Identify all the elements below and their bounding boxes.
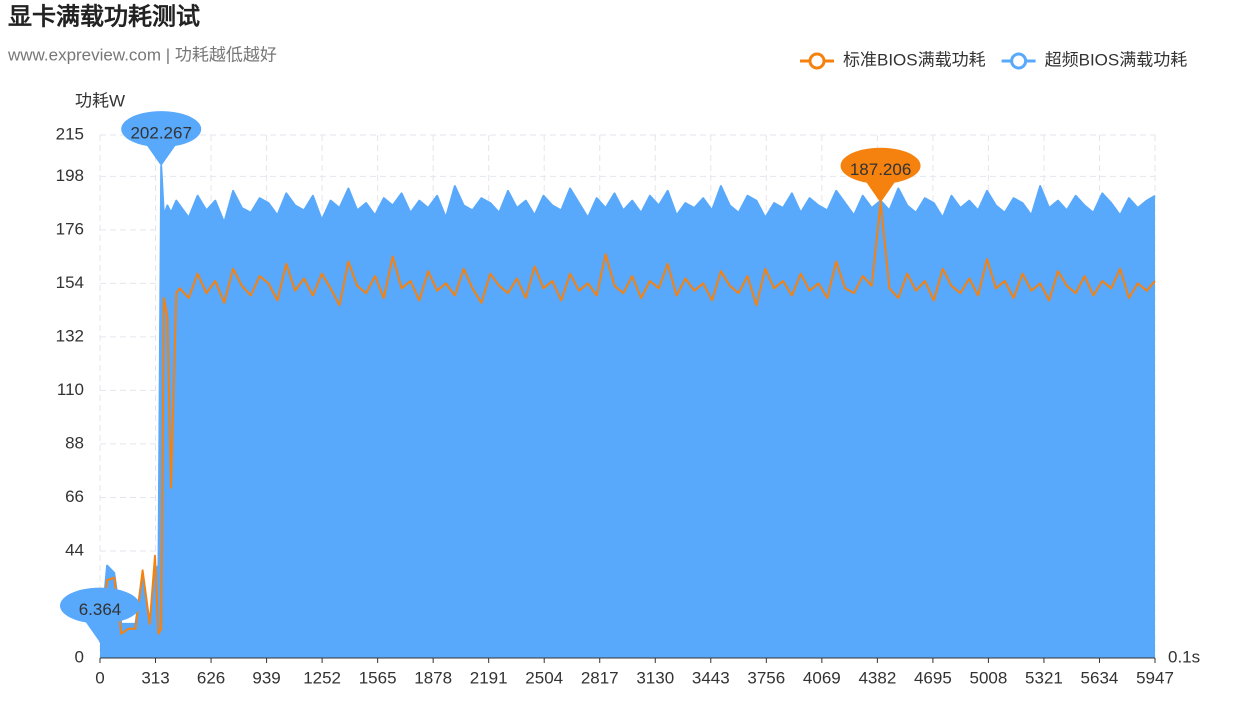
axes: 0224466881101321541761982150313626939125… — [56, 124, 1174, 687]
x-tick-label: 3443 — [692, 668, 730, 687]
y-tick-label: 88 — [65, 433, 84, 452]
marker-label: 187.206 — [850, 160, 911, 179]
y-tick-label: 132 — [56, 326, 84, 345]
x-tick-label: 2504 — [525, 668, 563, 687]
x-tick-label: 1878 — [414, 668, 452, 687]
x-tick-label: 4382 — [858, 668, 896, 687]
x-tick-label: 626 — [197, 668, 225, 687]
y-tick-label: 176 — [56, 219, 84, 238]
y-tick-label: 0 — [75, 647, 84, 666]
x-tick-label: 2191 — [470, 668, 508, 687]
marker-pin — [60, 587, 140, 643]
x-tick-label: 5947 — [1136, 668, 1174, 687]
x-axis-unit: 0.1s — [1168, 647, 1200, 666]
y-tick-label: 66 — [65, 487, 84, 506]
line — [99, 165, 1156, 643]
marker-pin — [121, 111, 202, 166]
x-tick-label: 4069 — [803, 668, 841, 687]
y-tick-label: 198 — [56, 166, 84, 185]
x-tick-label: 2817 — [581, 668, 619, 687]
chart-subtitle: www.expreview.com | 功耗越低越好 — [7, 45, 277, 64]
marker-label: 6.364 — [79, 600, 122, 619]
x-tick-label: 5008 — [970, 668, 1008, 687]
x-tick-label: 0 — [95, 668, 104, 687]
y-axis-label: 功耗W — [75, 91, 125, 110]
legend-label: 标准BIOS满载功耗 — [843, 50, 986, 69]
x-tick-label: 5634 — [1081, 668, 1119, 687]
markers: 187.206 202.267 6.364 — [60, 111, 921, 643]
y-tick-label: 44 — [65, 540, 84, 559]
x-tick-label: 4695 — [914, 668, 952, 687]
area — [100, 166, 1155, 658]
x-tick-label: 3130 — [636, 668, 674, 687]
y-tick-label: 215 — [56, 124, 84, 143]
x-tick-label: 3756 — [747, 668, 785, 687]
x-tick-label: 5321 — [1025, 668, 1063, 687]
y-tick-label: 154 — [56, 273, 84, 292]
marker-pin — [840, 147, 921, 203]
x-tick-label: 1565 — [359, 668, 397, 687]
legend-label: 超频BIOS满载功耗 — [1045, 50, 1188, 69]
line — [99, 201, 1156, 635]
legend: 标准BIOS满载功耗 超频BIOS满载功耗 — [800, 50, 1188, 70]
marker-label: 202.267 — [130, 123, 191, 142]
legend-marker — [1010, 52, 1028, 70]
chart-title: 显卡满载功耗测试 — [8, 3, 200, 30]
x-tick-label: 313 — [141, 668, 169, 687]
x-tick-label: 939 — [252, 668, 280, 687]
y-tick-label: 110 — [57, 380, 84, 399]
plot — [99, 165, 1156, 658]
x-tick-label: 1252 — [303, 668, 341, 687]
legend-marker — [808, 52, 826, 70]
